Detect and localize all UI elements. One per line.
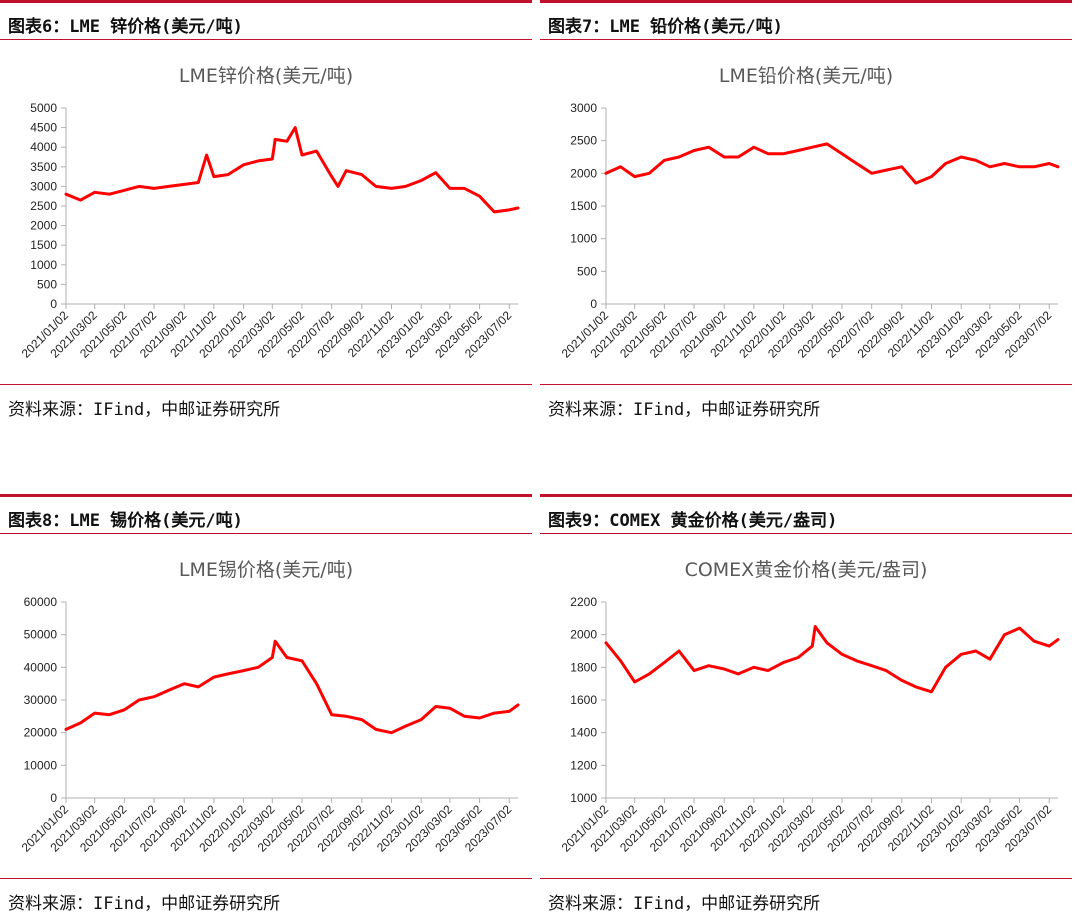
y-tick-label: 500 (577, 264, 597, 278)
chart-comex-gold: COMEX黄金价格(美元/盎司) 1000 1200 1400 1600 1800 2000… (559, 559, 1060, 855)
y-tick-label: 40000 (24, 660, 58, 674)
panel-lme-tin: 图表8：LME 锡价格(美元/吨) LME锡价格(美元/吨) 0 10000 2000… (0, 494, 532, 914)
source-note: 资料来源：IFind，中邮证券研究所 (540, 878, 1072, 914)
y-tick-label: 1000 (570, 791, 597, 805)
figure-label-text: 图表8：LME 锡价格(美元/吨) (8, 511, 243, 531)
figure-label: 图表8：LME 锡价格(美元/吨) (0, 494, 532, 534)
y-tick-label: 20000 (24, 726, 58, 740)
source-note: 资料来源：IFind，中邮证券研究所 (540, 384, 1072, 420)
y-tick-label: 0 (50, 791, 57, 805)
chart-lme-zinc: LME锌价格(美元/吨) 0 500 1000 1500 2000 2500 3000 3500… (19, 65, 520, 361)
chart-title: LME铅价格(美元/吨) (719, 65, 893, 87)
panel-comex-gold: 图表9：COMEX 黄金价格(美元/盎司) COMEX黄金价格(美元/盎司) 10… (540, 494, 1072, 914)
y-tick-label: 0 (590, 297, 597, 311)
source-note: 资料来源：IFind，中邮证券研究所 (0, 384, 532, 420)
y-tick-label: 50000 (24, 628, 58, 642)
source-text: 资料来源：IFind，中邮证券研究所 (548, 400, 821, 420)
y-tick-label: 1600 (570, 693, 597, 707)
y-tick-label: 3500 (30, 160, 57, 174)
y-tick-label: 1500 (30, 238, 57, 252)
chart-title: LME锡价格(美元/吨) (179, 559, 353, 581)
figure-label: 图表6：LME 锌价格(美元/吨) (0, 0, 532, 40)
y-tick-label: 1000 (570, 232, 597, 246)
y-tick-label: 2200 (570, 595, 597, 609)
figure-label-text: 图表6：LME 锌价格(美元/吨) (8, 17, 243, 37)
series-line (64, 126, 520, 214)
y-tick-label: 500 (37, 277, 57, 291)
y-tick-label: 1400 (570, 726, 597, 740)
y-tick-label: 2500 (30, 199, 57, 213)
y-tick-label: 0 (50, 297, 57, 311)
y-tick-label: 1200 (570, 758, 597, 772)
y-tick-label: 60000 (24, 595, 58, 609)
y-tick-label: 4000 (30, 140, 57, 154)
series-line (64, 639, 520, 735)
y-tick-label: 2000 (570, 628, 597, 642)
panel-lme-zinc: 图表6：LME 锌价格(美元/吨) LME锌价格(美元/吨) 0 500 1000 15… (0, 0, 532, 420)
figure-label: 图表9：COMEX 黄金价格(美元/盎司) (540, 494, 1072, 534)
y-tick-label: 30000 (24, 693, 58, 707)
series-line (604, 142, 1060, 185)
chart-lme-lead: LME铅价格(美元/吨)0500100015002000250030002021… (559, 65, 1060, 361)
chart-lme-tin: LME锡价格(美元/吨) 0 10000 20000 30000 40000 50000 60… (19, 559, 520, 855)
y-tick-label: 2500 (570, 134, 597, 148)
panel-lme-lead: 图表7：LME 铅价格(美元/吨) LME铅价格(美元/吨) 0 500 1000 15… (540, 0, 1072, 420)
series-line (604, 625, 1060, 694)
source-text: 资料来源：IFind，中邮证券研究所 (8, 894, 281, 914)
y-tick-label: 1000 (30, 258, 57, 272)
y-tick-label: 4500 (30, 121, 57, 135)
y-tick-label: 1800 (570, 660, 597, 674)
figure-label-text: 图表7：LME 铅价格(美元/吨) (548, 17, 783, 37)
source-text: 资料来源：IFind，中邮证券研究所 (8, 400, 281, 420)
source-text: 资料来源：IFind，中邮证券研究所 (548, 894, 821, 914)
y-tick-label: 1500 (570, 199, 597, 213)
y-tick-label: 2000 (570, 166, 597, 180)
figure-label-text: 图表9：COMEX 黄金价格(美元/盎司) (548, 511, 838, 531)
y-tick-label: 3000 (570, 101, 597, 115)
figure-label: 图表7：LME 铅价格(美元/吨) (540, 0, 1072, 40)
y-tick-label: 5000 (30, 101, 57, 115)
y-tick-label: 2000 (30, 219, 57, 233)
chart-title: LME锌价格(美元/吨) (179, 65, 353, 87)
y-tick-label: 3000 (30, 179, 57, 193)
chart-title: COMEX黄金价格(美元/盎司) (685, 559, 928, 581)
y-tick-label: 10000 (24, 758, 58, 772)
source-note: 资料来源：IFind，中邮证券研究所 (0, 878, 532, 914)
